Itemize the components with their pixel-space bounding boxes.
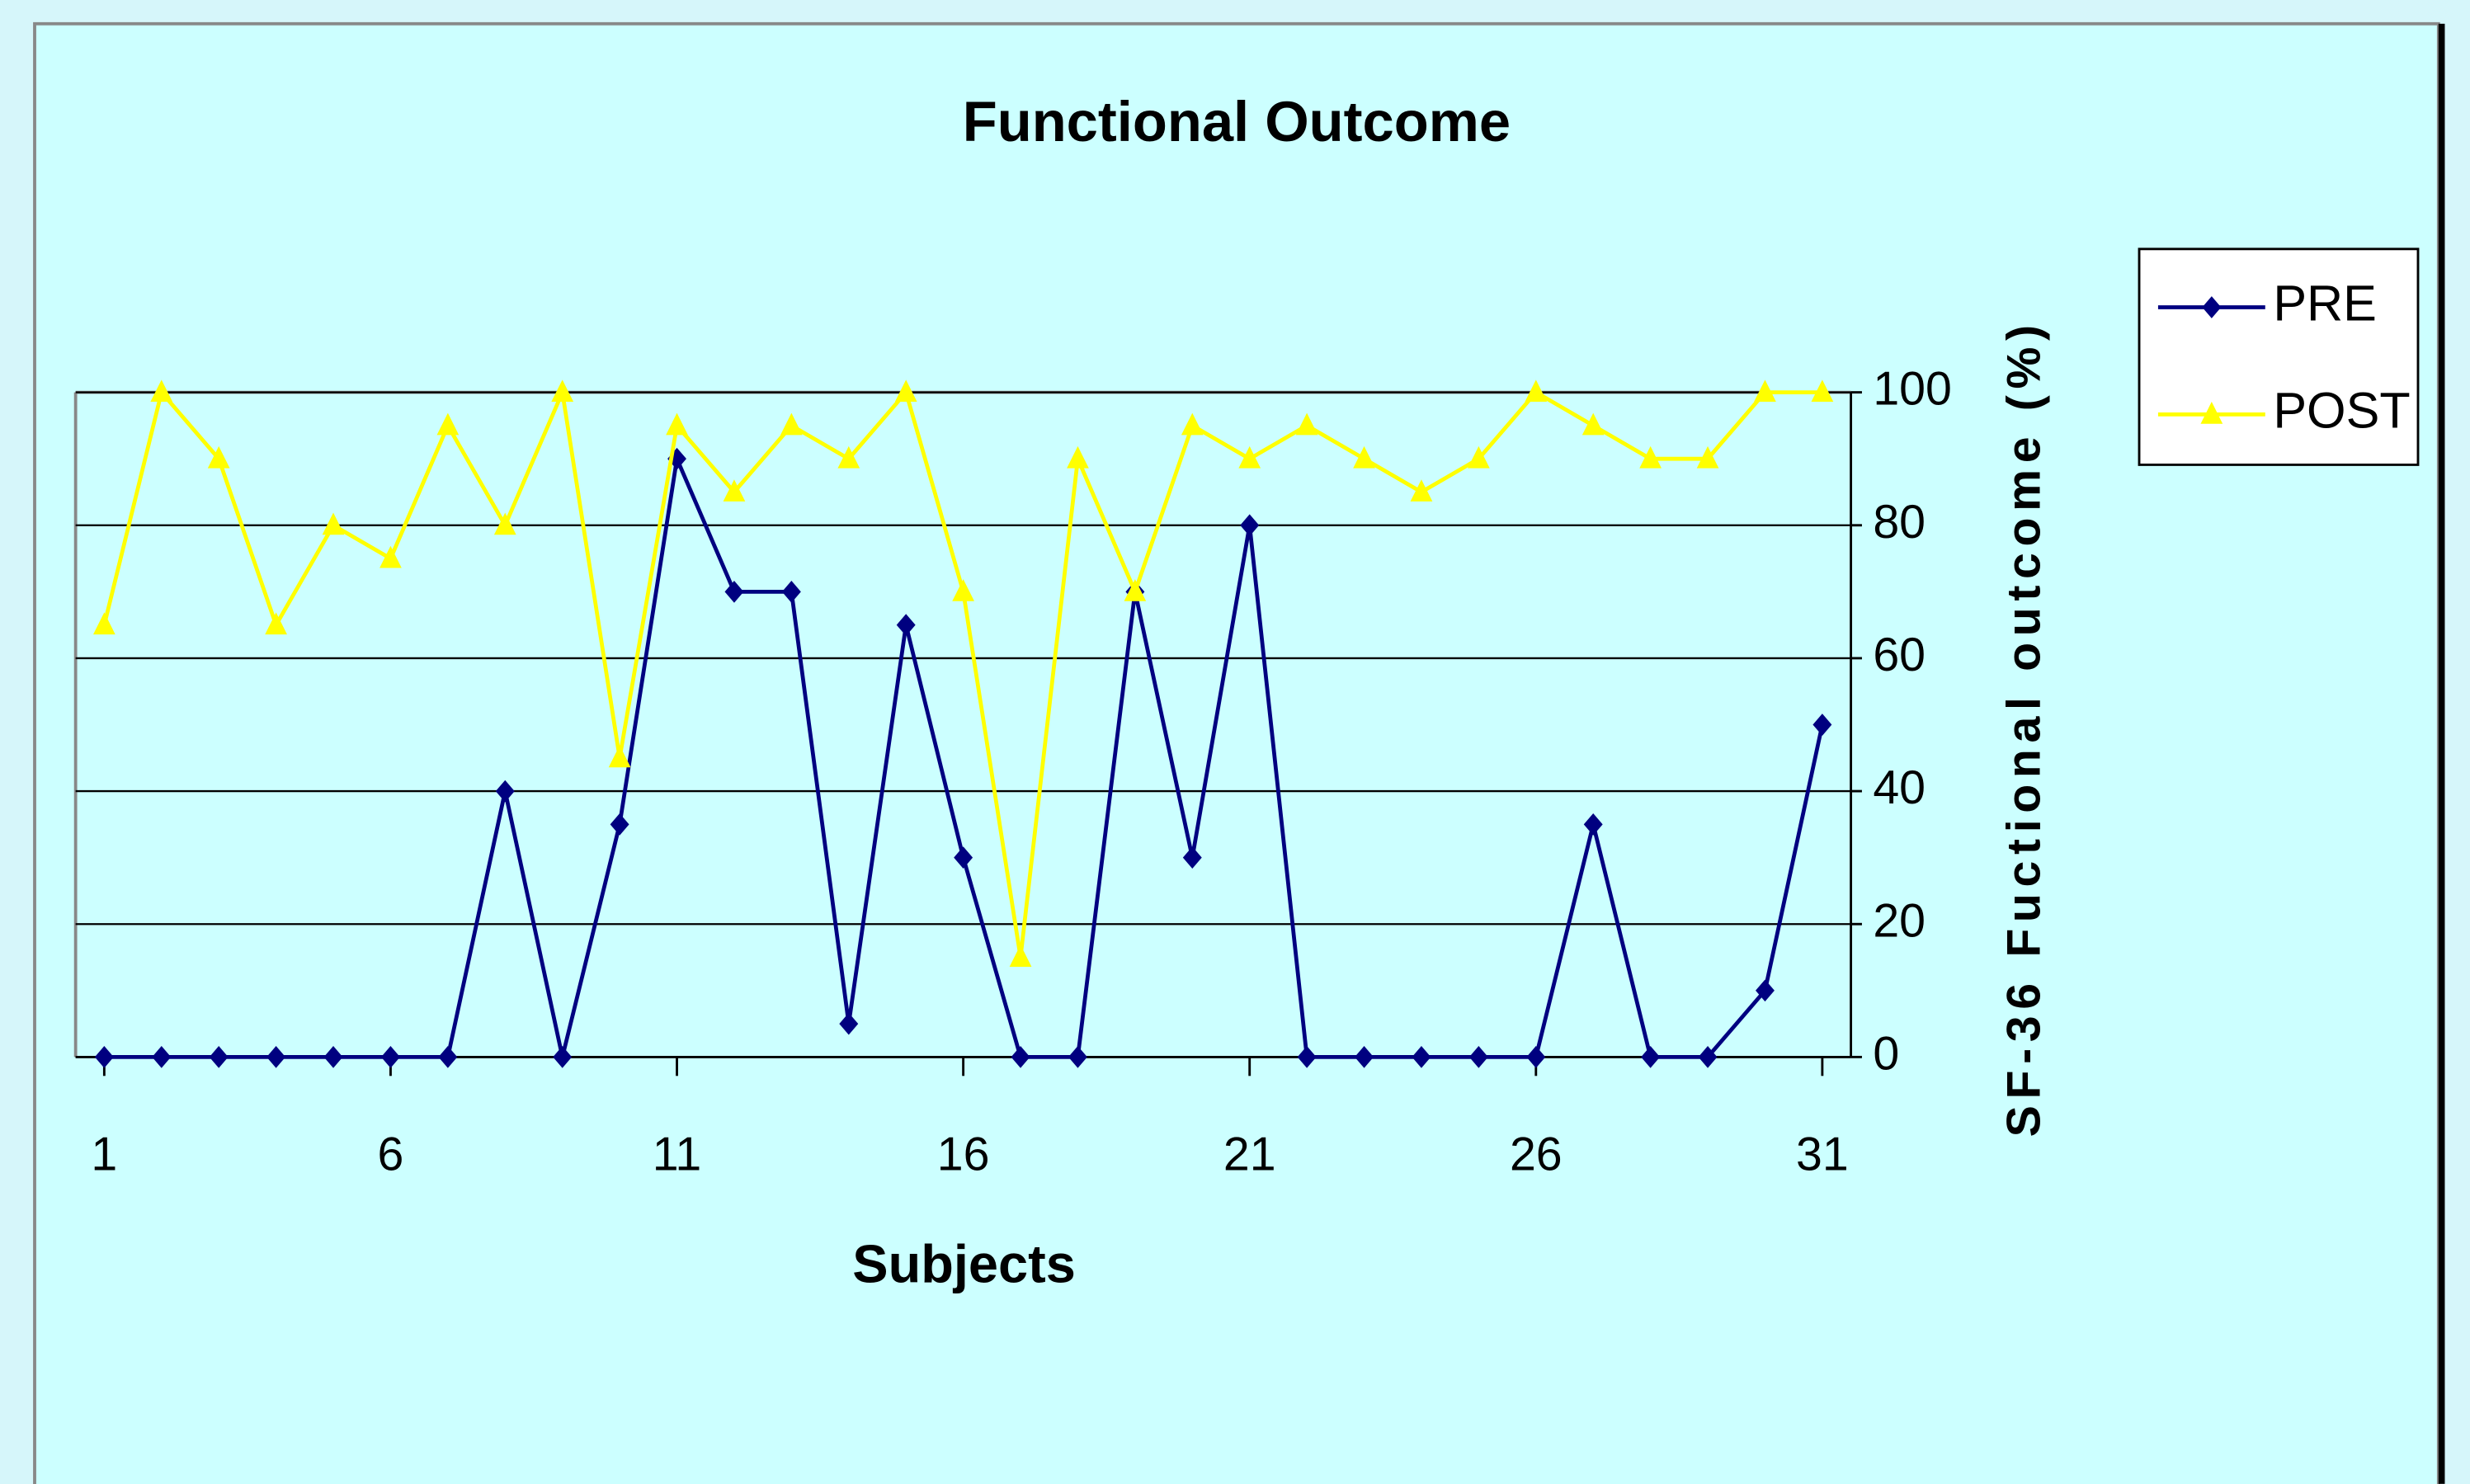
marker	[780, 412, 803, 436]
marker	[1641, 1046, 1661, 1068]
y-tick-label: 40	[1873, 761, 1926, 814]
x-tick-label: 11	[653, 1128, 701, 1181]
marker	[781, 580, 801, 603]
marker	[1238, 445, 1261, 469]
marker	[1581, 412, 1605, 436]
marker	[1067, 445, 1089, 469]
marker	[666, 412, 688, 436]
marker	[723, 479, 746, 502]
marker	[837, 445, 860, 469]
y-tick-label: 20	[1873, 894, 1926, 947]
marker	[553, 1046, 573, 1068]
marker	[894, 379, 917, 403]
x-tick-label: 6	[378, 1128, 404, 1181]
x-tick-label: 26	[1510, 1128, 1563, 1181]
marker	[266, 1046, 286, 1068]
legend-box	[2138, 247, 2420, 466]
marker	[493, 512, 516, 535]
marker	[379, 545, 402, 568]
marker	[610, 813, 629, 836]
marker	[1124, 579, 1147, 601]
chart-title: Functional Outcome	[963, 90, 1511, 153]
marker	[436, 412, 460, 436]
marker	[1410, 479, 1433, 502]
marker	[896, 614, 916, 636]
marker	[92, 612, 115, 635]
marker	[1181, 412, 1204, 436]
marker	[1295, 412, 1318, 436]
marker	[150, 379, 173, 403]
chart-area	[33, 21, 2440, 1484]
marker	[265, 612, 287, 635]
marker	[1009, 945, 1032, 967]
marker	[1468, 1046, 1488, 1068]
y-tick-label: 80	[1873, 496, 1926, 549]
x-tick-label: 1	[91, 1128, 117, 1181]
y-tick-label: 0	[1873, 1028, 1899, 1081]
x-axis-label: Subjects	[852, 1233, 1076, 1293]
legend-label: PRE	[2273, 276, 2377, 332]
frame-shadow	[2438, 23, 2445, 1484]
marker	[1526, 1046, 1546, 1068]
marker	[724, 580, 744, 603]
marker	[94, 1046, 114, 1068]
x-tick-label: 31	[1796, 1128, 1849, 1181]
marker	[1525, 379, 1548, 403]
legend-marker	[2200, 402, 2223, 424]
marker	[1639, 445, 1662, 469]
marker	[1583, 813, 1603, 836]
marker	[438, 1046, 458, 1068]
x-tick-label: 16	[937, 1128, 990, 1181]
marker	[551, 379, 574, 403]
marker	[952, 579, 974, 601]
marker	[1698, 1046, 1718, 1068]
marker	[1754, 379, 1776, 403]
marker	[322, 512, 345, 535]
marker	[207, 445, 230, 469]
x-tick-label: 21	[1223, 1128, 1276, 1181]
y-tick-label: 100	[1873, 363, 1952, 416]
marker	[1696, 445, 1719, 469]
marker	[1412, 1046, 1431, 1068]
marker	[152, 1046, 172, 1068]
y-axis-label: SF-36 Fuctional outcome (%)	[1998, 318, 2051, 1137]
marker	[1353, 445, 1375, 469]
marker	[1355, 1046, 1374, 1068]
marker	[1811, 379, 1834, 403]
legend-marker	[2202, 296, 2222, 318]
marker	[1812, 714, 1832, 736]
legend-label: POST	[2273, 382, 2410, 438]
marker	[1468, 445, 1490, 469]
marker	[495, 780, 515, 803]
y-tick-label: 60	[1873, 629, 1926, 681]
marker	[608, 745, 631, 768]
marker	[1756, 979, 1775, 1002]
marker	[1240, 514, 1260, 537]
